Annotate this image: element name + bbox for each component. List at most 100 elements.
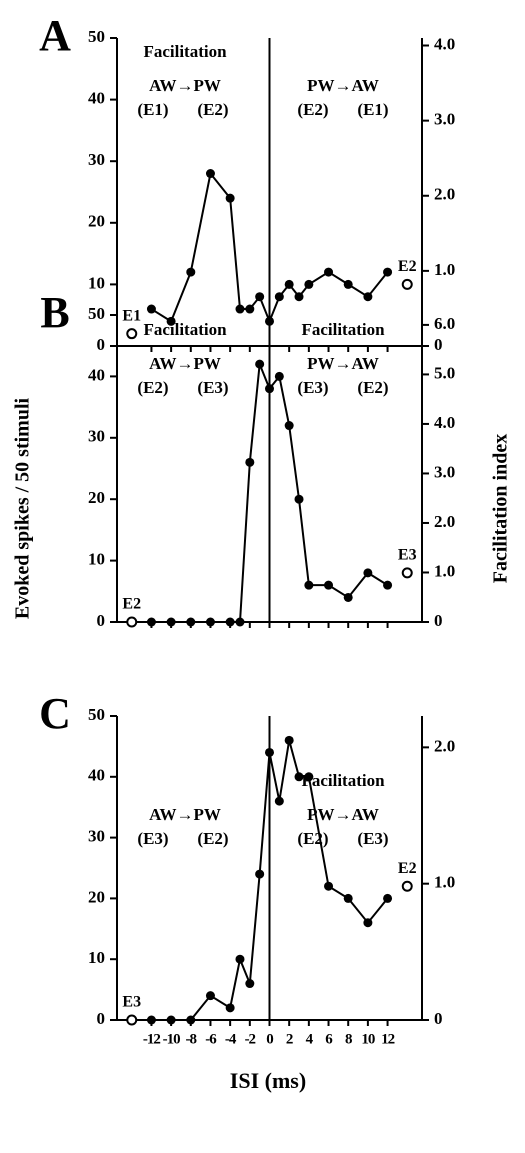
data-point [294, 292, 304, 302]
y2-tick-label: 1.0 [434, 873, 455, 892]
data-point [255, 359, 265, 369]
y2-axis-label: Facilitation index [490, 434, 512, 583]
x-tick-label: -2 [245, 1031, 256, 1047]
annotation: (E1) [357, 100, 388, 119]
annotation: AW→PW [149, 805, 221, 824]
data-point [324, 881, 334, 891]
annotation: PW→AW [307, 76, 379, 95]
data-point [225, 617, 235, 627]
x-tick-label: -12 [143, 1031, 160, 1047]
data-point [304, 772, 314, 782]
x-tick-label: 12 [381, 1031, 395, 1047]
y-axis-label: Evoked spikes / 50 stimuli [12, 397, 34, 619]
y2-tick-label: 2.0 [434, 185, 455, 204]
data-point [343, 279, 353, 289]
annotation: AW→PW [149, 76, 221, 95]
annotation: (E2) [197, 100, 228, 119]
y-tick-label: 0 [97, 1009, 106, 1028]
data-point [274, 796, 284, 806]
x-axis-label: ISI (ms) [230, 1068, 306, 1093]
data-point [166, 1015, 176, 1025]
control-label: E3 [398, 547, 417, 564]
annotation: AW→PW [149, 354, 221, 373]
data-point [274, 292, 284, 302]
data-point [255, 869, 265, 879]
x-tick-label: -10 [163, 1031, 180, 1047]
data-point [166, 316, 176, 326]
y-tick-label: 50 [88, 304, 105, 323]
control-point [401, 880, 413, 892]
annotation: Facilitation [143, 320, 227, 339]
data-point [205, 617, 215, 627]
y-tick-label: 40 [88, 766, 105, 785]
data-point [284, 735, 294, 745]
x-tick-label: -6 [205, 1031, 217, 1047]
annotation: (E2) [197, 829, 228, 848]
y2-tick-label: 1.0 [434, 561, 455, 580]
data-point [235, 304, 245, 314]
data-point [383, 893, 393, 903]
annotation: Facilitation [301, 771, 385, 790]
y-tick-label: 30 [88, 150, 105, 169]
data-point [363, 292, 373, 302]
annotation: PW→AW [307, 805, 379, 824]
data-point [324, 580, 334, 590]
data-point [186, 617, 196, 627]
y2-tick-label: 2.0 [434, 736, 455, 755]
annotation: PW→AW [307, 354, 379, 373]
data-point [294, 772, 304, 782]
y2-tick-label: 5.0 [434, 363, 455, 382]
data-point [284, 421, 294, 431]
y-tick-label: 10 [88, 948, 105, 967]
annotation: (E3) [197, 378, 228, 397]
annotation: (E2) [297, 829, 328, 848]
x-tick-label: 0 [266, 1031, 273, 1047]
y-tick-label: 50 [88, 705, 105, 724]
y2-tick-label: 0 [434, 335, 443, 354]
x-tick-label: 6 [325, 1031, 333, 1047]
control-label: E1 [122, 307, 141, 324]
data-point [383, 267, 393, 277]
control-point [126, 616, 138, 628]
y2-tick-label: 1.0 [434, 260, 455, 279]
control-label: E3 [122, 994, 141, 1011]
data-point [363, 568, 373, 578]
data-point [235, 954, 245, 964]
y2-tick-label: 0 [434, 611, 443, 630]
x-tick-label: -4 [225, 1031, 237, 1047]
y2-tick-label: 6.0 [434, 314, 455, 333]
panel-label: B [40, 288, 69, 337]
data-point [343, 893, 353, 903]
y2-tick-label: 4.0 [434, 413, 455, 432]
annotation: (E1) [137, 100, 168, 119]
y-tick-label: 20 [88, 212, 105, 231]
data-point [304, 279, 314, 289]
data-point [324, 267, 334, 277]
data-point [225, 193, 235, 203]
annotation: (E3) [297, 378, 328, 397]
y2-tick-label: 2.0 [434, 512, 455, 531]
data-point [265, 747, 274, 757]
y-tick-label: 40 [88, 89, 105, 108]
y-tick-label: 20 [88, 488, 105, 507]
control-label: E2 [122, 596, 141, 613]
y-tick-label: 30 [88, 827, 105, 846]
control-point [126, 328, 138, 340]
data-point [225, 1003, 235, 1013]
data-point [205, 169, 215, 179]
control-point [401, 567, 413, 579]
data-point [146, 1015, 156, 1025]
data-point [186, 267, 196, 277]
x-tick-label: 2 [286, 1031, 293, 1047]
y-tick-label: 10 [88, 550, 105, 569]
annotation: (E3) [357, 829, 388, 848]
data-point [383, 580, 393, 590]
y2-tick-label: 0 [434, 1009, 443, 1028]
x-tick-label: 8 [345, 1031, 352, 1047]
data-point [294, 494, 304, 504]
control-label: E2 [398, 860, 417, 877]
control-point [126, 1014, 138, 1026]
data-point [245, 304, 255, 314]
data-point [255, 292, 265, 302]
